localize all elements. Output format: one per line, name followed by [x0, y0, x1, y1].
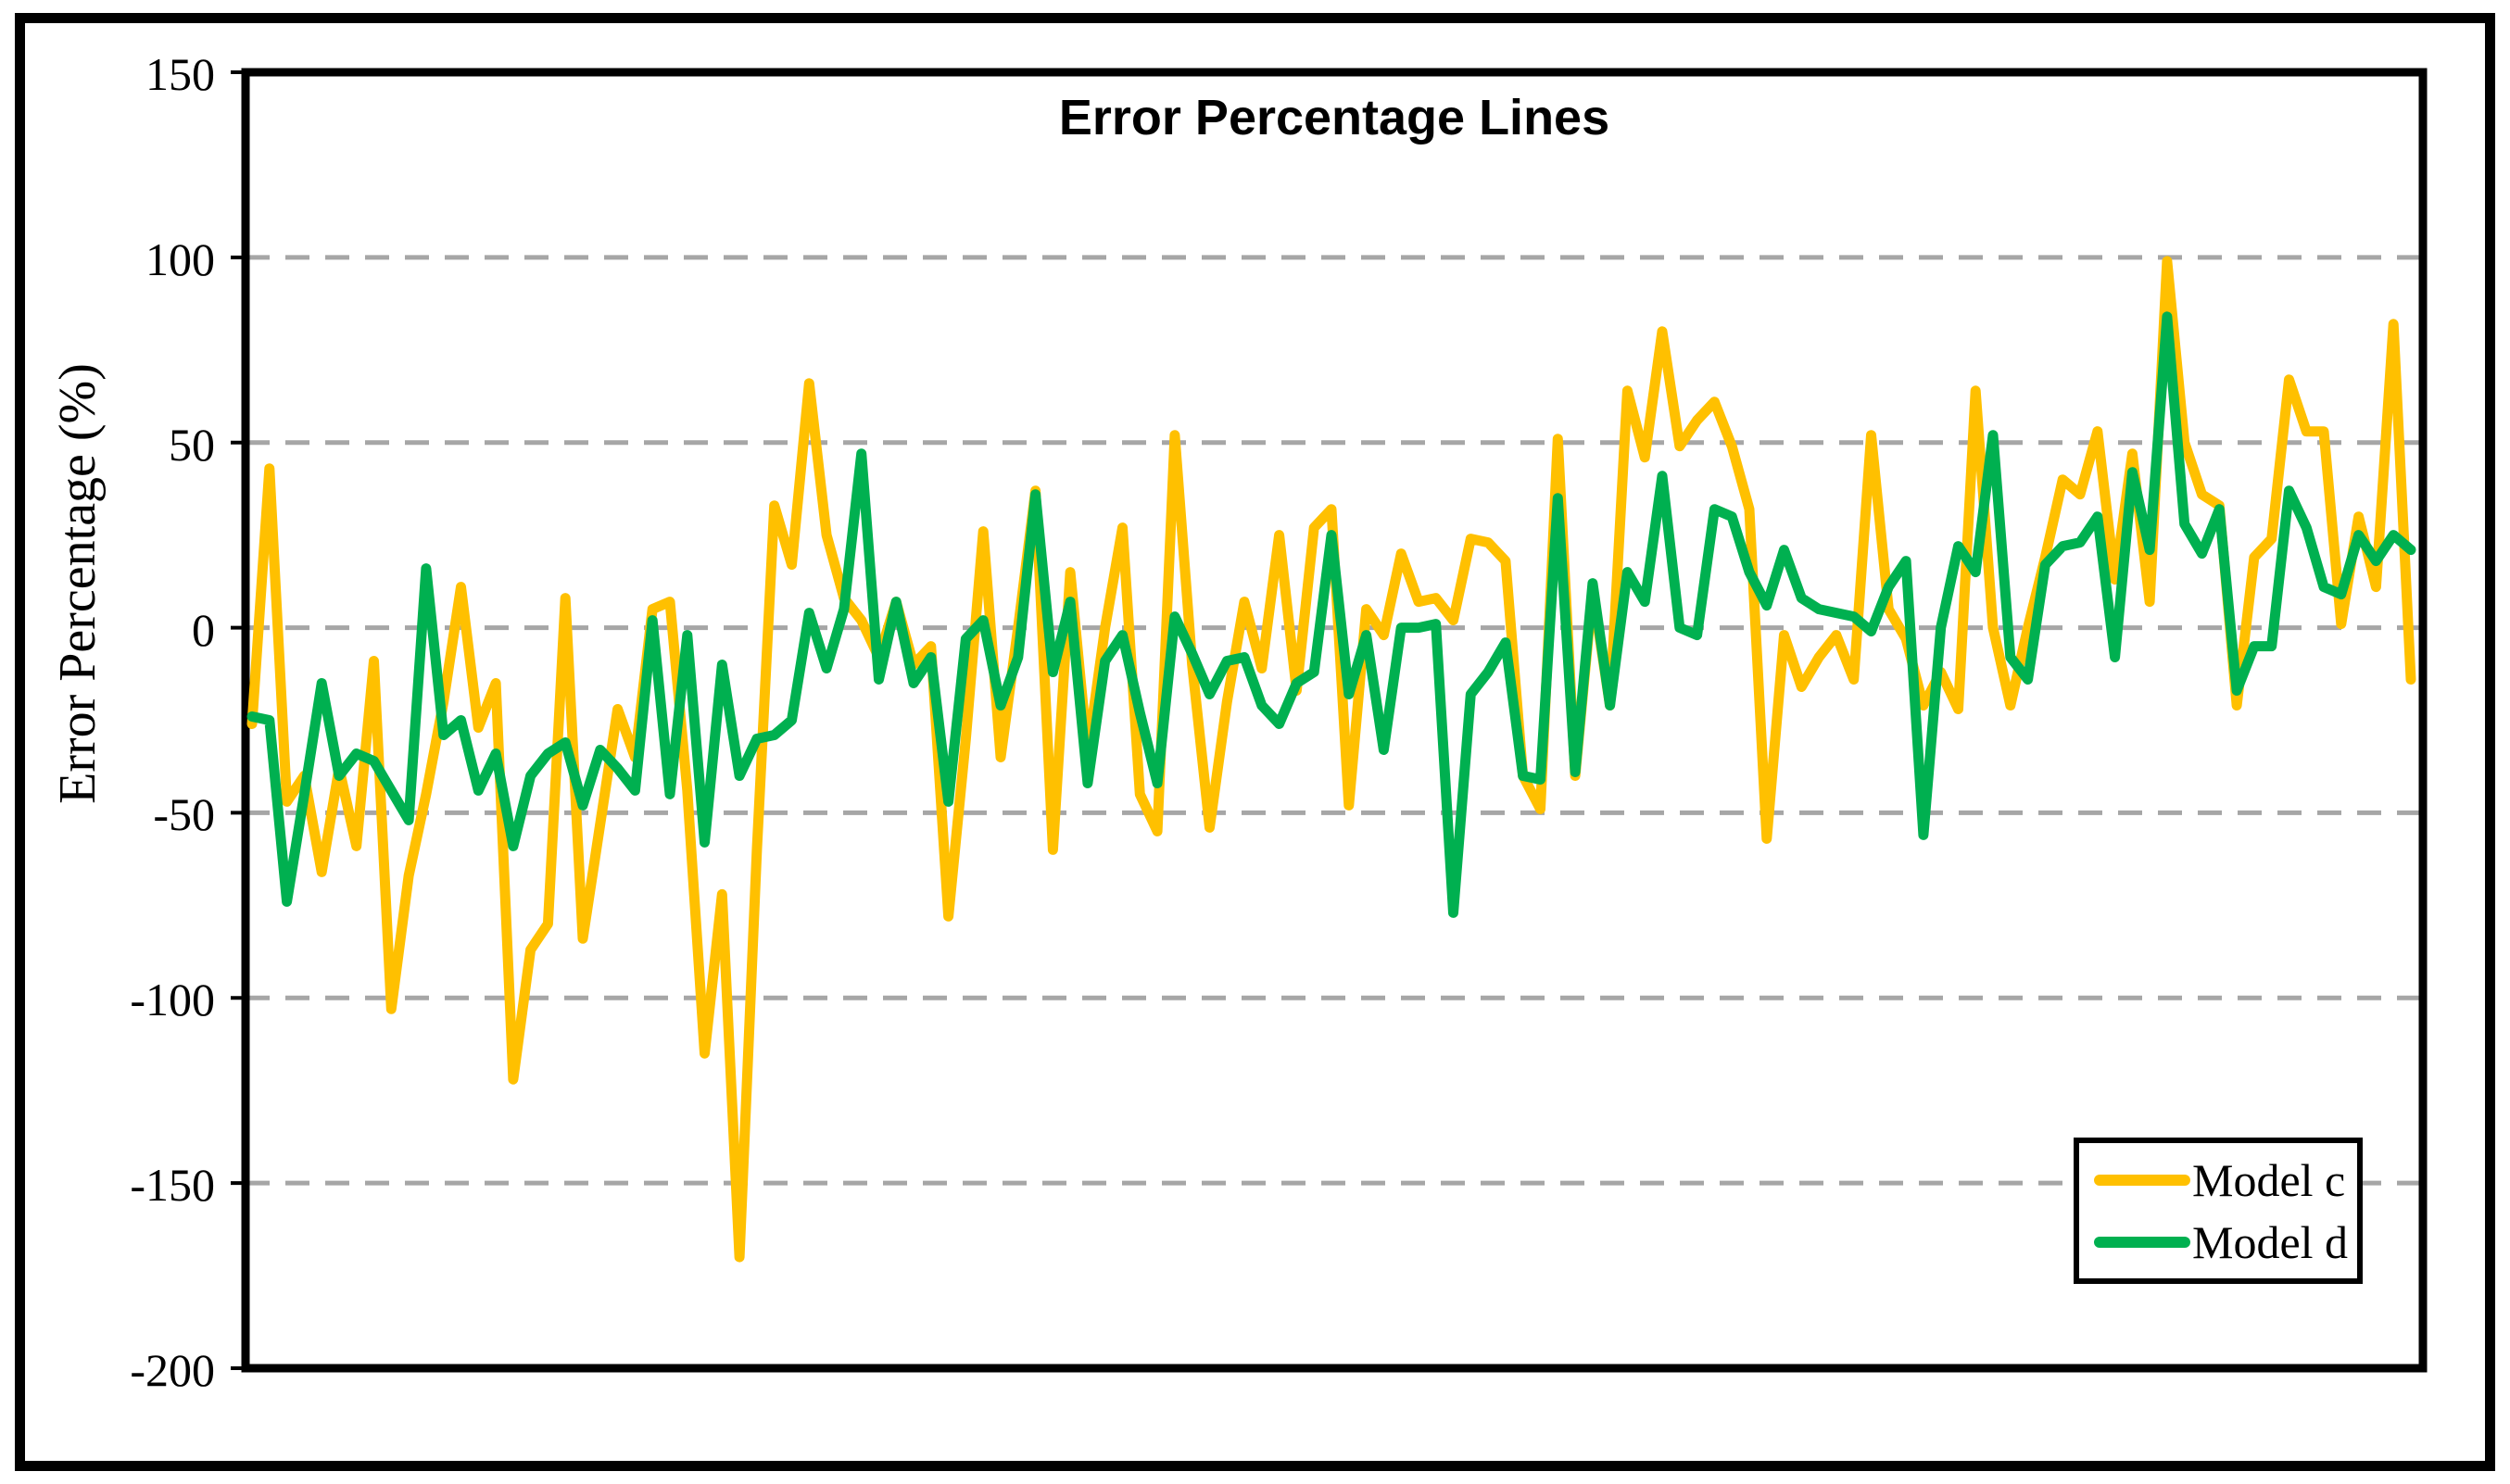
- model-d-line-swatch: [2094, 1236, 2190, 1248]
- legend-item: Model c: [2094, 1153, 2357, 1207]
- series-line-model-c: [246, 256, 2416, 1263]
- legend-label: Model c: [2192, 1153, 2346, 1206]
- y-tick-label: -50: [153, 788, 215, 841]
- legend-label: Model d: [2192, 1215, 2349, 1268]
- y-tick-label: 0: [192, 603, 215, 656]
- plot-frame: [241, 68, 2428, 1373]
- y-tick-label: 150: [145, 48, 215, 100]
- series-line-model-d: [246, 311, 2416, 918]
- y-tick-label: -200: [130, 1344, 215, 1396]
- legend: Model c Model d: [2074, 1138, 2363, 1284]
- y-tick-label: 100: [145, 233, 215, 285]
- y-tick-label: -150: [130, 1159, 215, 1212]
- y-tick-label: 50: [169, 418, 215, 471]
- model-c-line-swatch: [2094, 1174, 2190, 1186]
- chart-title: Error Percentage Lines: [1058, 90, 1610, 145]
- legend-item: Model d: [2094, 1215, 2357, 1269]
- y-tick-label: -100: [130, 974, 215, 1026]
